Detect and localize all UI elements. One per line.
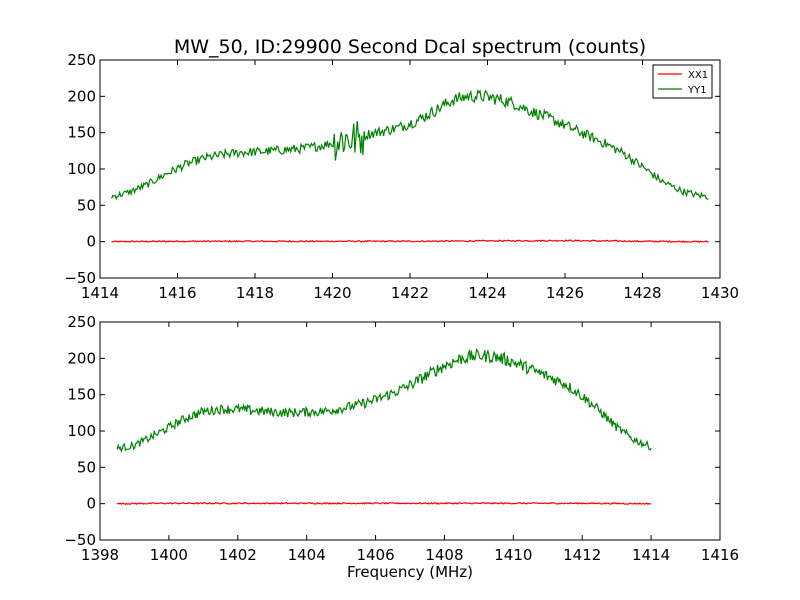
series-line-xx1 — [111, 239, 709, 243]
x-tick-label: 1402 — [219, 546, 257, 564]
y-tick-label: 100 — [67, 160, 96, 178]
x-tick-label: 1430 — [701, 284, 739, 302]
x-axis-label: Frequency (MHz) — [347, 563, 473, 581]
y-tick-label: 0 — [86, 233, 96, 251]
x-tick-label: 1414 — [632, 546, 670, 564]
x-tick-label: 1416 — [158, 284, 196, 302]
chart-title: MW_50, ID:29900 Second Dcal spectrum (co… — [174, 36, 646, 58]
x-tick-label: 1398 — [81, 546, 119, 564]
x-tick-label: 1412 — [563, 546, 601, 564]
bottom-panel: 1398 1400 1402 1404 1406 1408 1410 1412 1414 1416… — [64, 313, 739, 564]
x-tick-label: 1414 — [81, 284, 119, 302]
series-line-xx1 — [116, 501, 652, 506]
y-tick-label: 150 — [67, 386, 96, 404]
y-tick-label: 0 — [86, 495, 96, 513]
x-tick-label: 1428 — [623, 284, 661, 302]
y-tick-label: 250 — [67, 51, 96, 69]
x-tick-label: 1408 — [425, 546, 463, 564]
x-tick-label: 1426 — [546, 284, 584, 302]
y-tick-label: 200 — [67, 87, 96, 105]
x-tick-label: 1420 — [313, 284, 351, 302]
x-tick-label: 1418 — [236, 284, 274, 302]
y-tick-label: −50 — [64, 531, 96, 549]
y-tick-label: 150 — [67, 124, 96, 142]
y-tick-label: 200 — [67, 349, 96, 367]
y-tick-label: −50 — [64, 269, 96, 287]
top-panel: 1414 1416 1418 1420 1422 1424 1426 1428 1430 −50 0… — [64, 51, 739, 302]
legend-box — [652, 64, 713, 99]
legend-label-xx1: XX1 — [688, 70, 708, 81]
series-line-yy1 — [116, 348, 652, 454]
y-tick-label: 50 — [77, 458, 96, 476]
x-tick-label: 1404 — [288, 546, 326, 564]
x-tick-label: 1410 — [494, 546, 532, 564]
x-tick-label: 1400 — [150, 546, 188, 564]
legend: XX1 YY1 — [652, 64, 713, 99]
x-tick-label: 1422 — [391, 284, 429, 302]
y-tick-label: 50 — [77, 196, 96, 214]
series-line-yy1 — [111, 89, 709, 201]
y-tick-label: 100 — [67, 422, 96, 440]
x-tick-label: 1406 — [356, 546, 394, 564]
x-tick-label: 1424 — [468, 284, 506, 302]
legend-label-yy1: YY1 — [687, 85, 707, 96]
y-tick-label: 250 — [67, 313, 96, 331]
x-tick-label: 1416 — [701, 546, 739, 564]
